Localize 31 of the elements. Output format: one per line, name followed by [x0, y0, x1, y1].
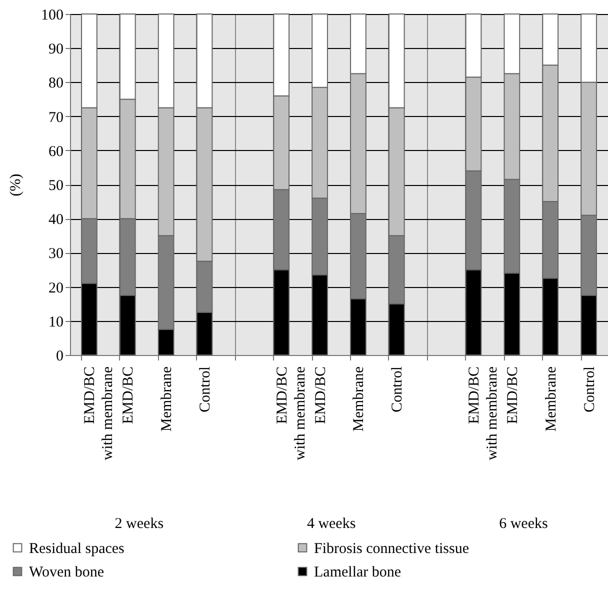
y-tick-label: 20: [48, 280, 64, 296]
text: 4 weeks: [306, 516, 356, 532]
x-tick-label: EMD/BC with membrane: [274, 366, 308, 460]
y-tick-label: 0: [56, 348, 64, 364]
legend-label: Fibrosis connective tissue: [314, 540, 470, 557]
legend-label: Woven bone: [29, 564, 104, 580]
x-tick-label: Membrane: [543, 366, 560, 432]
text: 6 weeks: [499, 516, 548, 532]
x-tick-label: EMD/BC: [120, 366, 137, 424]
x-tick-label: Control: [390, 366, 406, 412]
y-tick-label: 30: [48, 246, 64, 262]
y-tick-label: 50: [48, 178, 64, 194]
legend-label: Lamellar bone: [314, 564, 402, 580]
y-tick-label: 70: [48, 110, 64, 126]
y-tick-label: 40: [48, 212, 64, 228]
y-tick-label: 100: [41, 8, 64, 24]
y-tick-label: 90: [48, 42, 64, 58]
x-tick-label: Control: [198, 366, 214, 412]
x-tick-label: Membrane: [159, 366, 176, 432]
y-tick-label: 60: [48, 144, 64, 160]
y-axis-title: (%): [8, 174, 24, 196]
x-tick-label: Membrane: [351, 366, 368, 432]
y-tick-label: 80: [48, 76, 64, 92]
x-tick-label: EMD/BC with membrane: [82, 366, 116, 460]
x-tick-label: EMD/BC: [504, 366, 521, 424]
text: 2 weeks: [114, 516, 164, 532]
x-tick-label: EMD/BC with membrane: [466, 366, 500, 460]
legend-label: Residual spaces: [29, 540, 125, 557]
x-tick-label: EMD/BC: [312, 366, 329, 424]
x-tick-label: Control: [582, 366, 598, 412]
y-tick-label: 10: [48, 314, 64, 330]
